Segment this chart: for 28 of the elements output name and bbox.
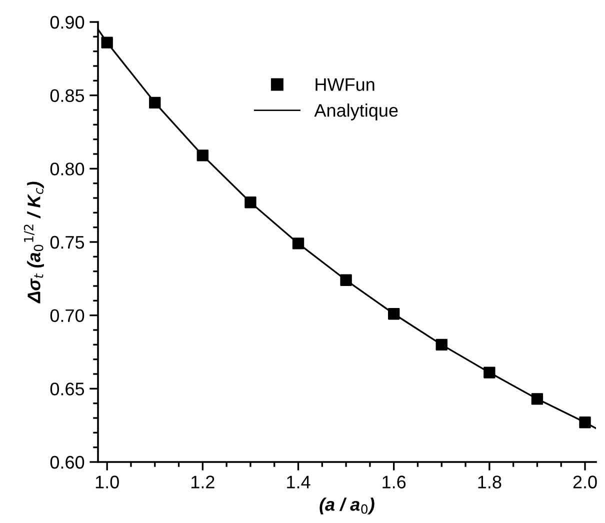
x-tick-label: 1.2 <box>191 476 214 488</box>
point <box>531 393 544 405</box>
x-tick-label: 1.8 <box>478 476 502 488</box>
x-tick-label: 1.0 <box>96 476 119 488</box>
x-tick-label: 2.0 <box>573 476 597 488</box>
point <box>388 308 400 320</box>
x-axis-title: (a / a$_{0}$) <box>320 498 374 514</box>
point <box>101 36 113 48</box>
y-tick-label: 0.90 <box>50 16 84 29</box>
y-tick-label: 0.80 <box>50 162 84 176</box>
point <box>149 96 161 109</box>
point <box>436 338 448 351</box>
y-tick-label: 0.65 <box>50 382 84 396</box>
y-tick-label: 0.70 <box>50 309 84 322</box>
x-tick-label: 1.4 <box>287 476 310 488</box>
y-tick-label: 0.60 <box>50 456 84 469</box>
point <box>579 416 591 428</box>
legend-label: HWFun <box>316 78 374 91</box>
x-tick-label: 1.6 <box>382 476 406 488</box>
point <box>244 196 256 208</box>
y-tick-label: 0.85 <box>50 89 84 102</box>
point <box>484 366 496 378</box>
point <box>196 150 209 162</box>
point <box>292 238 304 250</box>
point <box>340 274 352 286</box>
y-axis-title: Δσ$_{t}$ (a$_{0}$$^{1/2}$ / K$_{c}$) <box>24 182 44 304</box>
legend-label: Analytique <box>314 104 398 120</box>
y-tick-label: 0.75 <box>50 236 84 249</box>
